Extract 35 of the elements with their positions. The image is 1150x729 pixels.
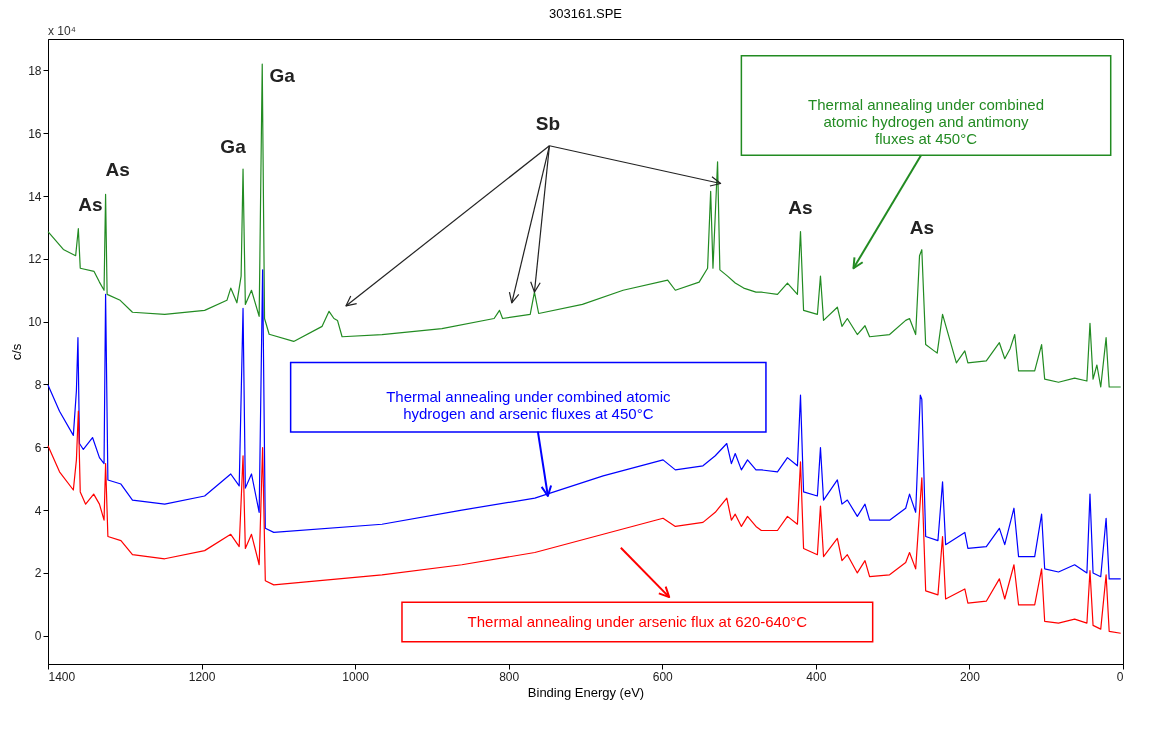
y-tick-label: 6 — [34, 440, 42, 455]
x-tick-label: 1200 — [188, 669, 216, 684]
annotation: As — [909, 216, 934, 238]
y-tick-label: 10 — [28, 315, 42, 330]
y-tick-label: 14 — [28, 189, 42, 204]
text: Thermal annealing under combined atomic hydrogen and antimony fluxes at 450°C — [808, 96, 1045, 148]
y-tick-label: 4 — [34, 503, 42, 518]
x-tick-label: 800 — [499, 669, 520, 684]
text: x 10⁴ — [48, 24, 76, 38]
line-series — [47, 410, 1122, 634]
y-tick-label: 18 — [28, 63, 42, 78]
x-tick-label: 1000 — [342, 669, 370, 684]
annotation: As — [105, 159, 130, 181]
annotation: Ga — [269, 65, 296, 87]
annotation: As — [788, 196, 813, 218]
y-tick-label: 12 — [28, 252, 42, 267]
annotation: Ga — [220, 136, 247, 158]
legend-label: Thermal annealing under arsenic flux at 620-640°C — [467, 612, 808, 630]
y-tick-label: 0 — [34, 629, 42, 644]
line-series — [47, 269, 1122, 580]
text: Thermal annealing under combined atomic hydrogen and arsenic fluxes at 450°C — [386, 388, 671, 423]
y-tick-label: 8 — [34, 377, 42, 392]
y-axis-title: c/s — [9, 343, 25, 361]
x-tick-label: 400 — [806, 669, 827, 684]
x-tick-label: 1400 — [48, 669, 76, 684]
x-tick-label: 600 — [652, 669, 674, 684]
x-axis-title: Binding Energy (eV) — [527, 684, 645, 700]
y-tick-label: 2 — [34, 566, 42, 581]
annotation: Sb — [535, 112, 561, 134]
x-tick-label: 0 — [1116, 669, 1124, 684]
line-series — [47, 63, 1122, 388]
x-tick-label: 200 — [959, 669, 981, 684]
annotation: As — [78, 193, 103, 215]
y-tick-label: 16 — [28, 126, 42, 141]
chart-title: 303161.SPE — [548, 6, 623, 21]
